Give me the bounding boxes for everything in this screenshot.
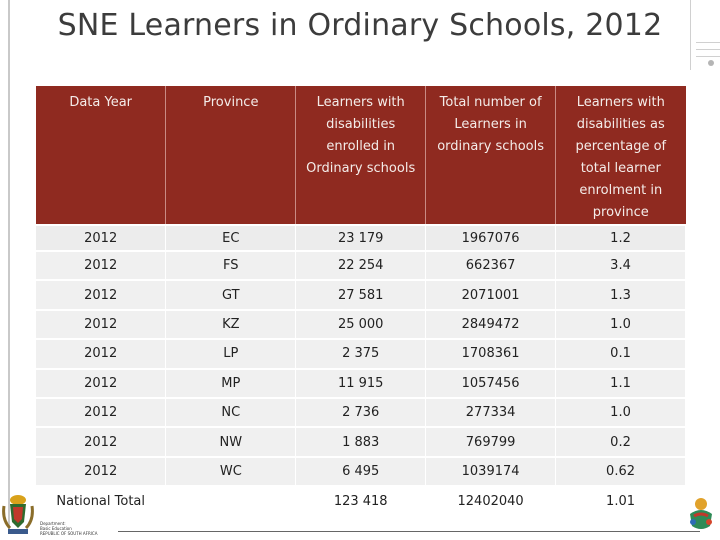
slide-frame-left	[8, 0, 10, 530]
cell-disabled-learners: 27 581	[295, 279, 427, 310]
cell-year: 2012	[36, 338, 167, 369]
cell-disabled-learners: 6 495	[295, 455, 427, 487]
cell-total-learners: 1039174	[425, 455, 557, 487]
cell-province: NC	[165, 396, 297, 428]
cell-province: MP	[165, 367, 297, 398]
cell-percentage: 1.3	[555, 279, 686, 310]
cell-disabled-learners: 25 000	[295, 308, 427, 340]
cell-year: 2012	[36, 279, 167, 310]
table-row: 2012 MP 11 915 1057456 1.1	[36, 367, 686, 398]
slide-title: SNE Learners in Ordinary Schools, 2012	[57, 8, 663, 43]
table-row: 2012 EC 23 179 1967076 1.2	[36, 224, 686, 251]
table-row: 2012 NC 2 736 277334 1.0	[36, 396, 686, 428]
cell-year: 2012	[36, 308, 167, 340]
header-province: Province	[165, 86, 297, 225]
cell-disabled-learners: 1 883	[295, 426, 427, 457]
cell-province: GT	[165, 279, 297, 310]
cell-total-learners: 1708361	[425, 338, 557, 369]
coat-of-arms-logo-icon	[2, 495, 34, 534]
table-row: 2012 WC 6 495 1039174 0.62	[36, 455, 686, 487]
cell-total-learners: 769799	[425, 426, 557, 457]
cell-year: 2012	[36, 249, 167, 281]
cell-disabled-learners: 22 254	[295, 249, 427, 281]
cell-percentage: 0.62	[555, 455, 686, 487]
table-total-row: National Total 123 418 12402040 1.01	[36, 485, 686, 516]
cell-total-learners: 1967076	[425, 224, 557, 251]
table-header-row: Data Year Province Learners with disabil…	[36, 86, 686, 225]
cell-year: 2012	[36, 224, 167, 251]
cell-province: WC	[165, 455, 297, 487]
table-row: 2012 LP 2 375 1708361 0.1	[36, 338, 686, 369]
cell-percentage: 1.0	[555, 308, 686, 340]
cell-total-learners: 12402040	[425, 485, 557, 516]
cell-total-percentage: 1.01	[555, 485, 686, 516]
cell-total-learners: 662367	[425, 249, 557, 281]
header-learners-disabilities: Learners with disabilities enrolled in O…	[295, 86, 427, 225]
table-row: 2012 FS 22 254 662367 3.4	[36, 249, 686, 281]
header-total-learners: Total number of Learners in ordinary sch…	[425, 86, 557, 225]
footer-divider	[118, 531, 700, 532]
cell-disabled-learners: 2 375	[295, 338, 427, 369]
education-logo-icon	[690, 498, 712, 529]
cell-percentage: 0.2	[555, 426, 686, 457]
cell-total-province	[165, 485, 297, 516]
cell-total-learners: 1057456	[425, 367, 557, 398]
cell-total-learners: 277334	[425, 396, 557, 428]
cell-province: FS	[165, 249, 297, 281]
table-row: 2012 KZ 25 000 2849472 1.0	[36, 308, 686, 340]
cell-percentage: 1.2	[555, 224, 686, 251]
cell-province: NW	[165, 426, 297, 457]
cell-total-learners: 2849472	[425, 308, 557, 340]
decorative-lines	[696, 42, 720, 72]
table-row: 2012 NW 1 883 769799 0.2	[36, 426, 686, 457]
header-data-year: Data Year	[36, 86, 167, 225]
cell-year: 2012	[36, 426, 167, 457]
cell-province: EC	[165, 224, 297, 251]
department-label: Department: Basic Education REPUBLIC OF …	[40, 521, 98, 536]
table-row: 2012 GT 27 581 2071001 1.3	[36, 279, 686, 310]
cell-disabled-learners: 23 179	[295, 224, 427, 251]
cell-year: 2012	[36, 367, 167, 398]
cell-percentage: 3.4	[555, 249, 686, 281]
learners-table: Data Year Province Learners with disabil…	[36, 86, 686, 516]
cell-total-disabled-learners: 123 418	[295, 485, 427, 516]
cell-year: 2012	[36, 455, 167, 487]
cell-percentage: 1.1	[555, 367, 686, 398]
cell-province: KZ	[165, 308, 297, 340]
header-percentage: Learners with disabilities as percentage…	[555, 86, 686, 225]
cell-total-label: National Total	[36, 485, 167, 516]
slide-frame-top-right	[690, 0, 691, 70]
cell-disabled-learners: 11 915	[295, 367, 427, 398]
cell-total-learners: 2071001	[425, 279, 557, 310]
cell-disabled-learners: 2 736	[295, 396, 427, 428]
cell-year: 2012	[36, 396, 167, 428]
cell-percentage: 0.1	[555, 338, 686, 369]
cell-percentage: 1.0	[555, 396, 686, 428]
cell-province: LP	[165, 338, 297, 369]
